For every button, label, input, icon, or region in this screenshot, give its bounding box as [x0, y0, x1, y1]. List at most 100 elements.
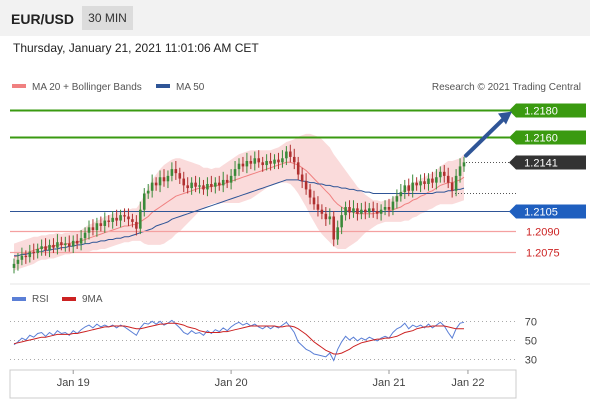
x-axis-frame [9, 369, 517, 399]
candle-body [48, 244, 51, 251]
candle-body [103, 220, 107, 226]
candle-body [379, 209, 383, 214]
candle [233, 160, 237, 182]
candle [281, 150, 284, 168]
candle [304, 173, 308, 195]
candle-body [146, 190, 150, 194]
candle-body [387, 207, 391, 210]
candle-body [435, 177, 438, 183]
candle [99, 216, 103, 232]
candle [16, 253, 20, 271]
candle [431, 171, 434, 189]
candle [458, 158, 462, 183]
candle [435, 169, 438, 190]
candle [154, 177, 158, 191]
candle [269, 152, 272, 171]
forecast-arrow-shaft [464, 114, 508, 158]
last-price-box [509, 155, 586, 170]
candle [253, 151, 257, 171]
candle-body [423, 181, 426, 184]
candle-body [415, 182, 418, 186]
candle [419, 174, 422, 193]
rsi-tick-label: 70 [525, 317, 537, 329]
candle [139, 201, 142, 235]
candle-body [340, 215, 343, 228]
candle-body [328, 216, 332, 220]
candle [261, 156, 264, 172]
candle-body [170, 169, 174, 176]
candle-body [277, 159, 280, 163]
candle [115, 209, 118, 226]
candle-body [131, 219, 134, 222]
candle-body [52, 244, 55, 248]
candle-body [158, 177, 162, 186]
candle-body [64, 243, 67, 245]
candle-body [119, 215, 122, 221]
candle [312, 190, 316, 210]
candle-body [36, 248, 39, 254]
candle [107, 215, 111, 228]
candle [277, 152, 280, 170]
candle-body [249, 160, 253, 164]
candle-body [356, 208, 359, 214]
candle-body [44, 246, 47, 251]
candle-body [40, 246, 43, 249]
candle-body [439, 171, 442, 178]
candle-body [162, 177, 166, 182]
candle [328, 208, 332, 225]
candle [367, 202, 371, 218]
x-tick-label: Jan 22 [451, 377, 484, 389]
chart-datetime: Thursday, January 21, 2021 11:01:06 AM C… [13, 41, 259, 55]
candle [229, 169, 233, 190]
candle-body [308, 189, 312, 198]
timeframe-button[interactable]: 30 MIN [82, 6, 133, 30]
rsi-legend-swatch [12, 297, 26, 301]
candle-body [111, 217, 114, 222]
candle-body [296, 162, 300, 175]
candle-body [253, 158, 257, 164]
candle [391, 196, 395, 216]
pivot-label-box [509, 204, 586, 219]
copyright-text: Research © 2021 Trading Central [432, 82, 581, 93]
candle-body [348, 207, 351, 213]
candle [24, 250, 28, 264]
candle-body [28, 251, 32, 258]
candle-body [71, 240, 75, 247]
candle-body [364, 209, 367, 213]
candle-body [221, 179, 225, 186]
candle-body [462, 162, 466, 167]
candle [71, 235, 75, 254]
candle-body [32, 251, 36, 254]
candle-body [419, 181, 422, 186]
candle-body [67, 243, 71, 247]
candle-body [375, 211, 379, 214]
candle-body [395, 196, 399, 202]
candle-body [316, 204, 320, 210]
candle-body [431, 178, 434, 183]
candle [103, 212, 107, 233]
candle-body [202, 185, 205, 190]
x-tick-label: Jan 21 [372, 377, 405, 389]
last-price-label: 1.2141 [524, 158, 558, 170]
candle [332, 211, 336, 247]
candle [375, 202, 379, 220]
candle-body [87, 227, 91, 233]
candle-body [411, 182, 414, 191]
candle [217, 175, 221, 191]
candle-body [450, 182, 454, 191]
candle-body [265, 160, 268, 166]
candle [135, 215, 138, 236]
candle [292, 148, 296, 170]
candle [454, 169, 458, 197]
candle-body [12, 263, 16, 268]
candle-body [135, 221, 138, 229]
candle [340, 207, 343, 235]
candle-body [360, 209, 363, 214]
candle [131, 213, 134, 228]
candle-body [367, 208, 371, 213]
candle [308, 184, 312, 205]
candle-body [245, 160, 249, 167]
candle [316, 196, 320, 217]
candle-body [371, 208, 375, 212]
candle [12, 258, 16, 274]
